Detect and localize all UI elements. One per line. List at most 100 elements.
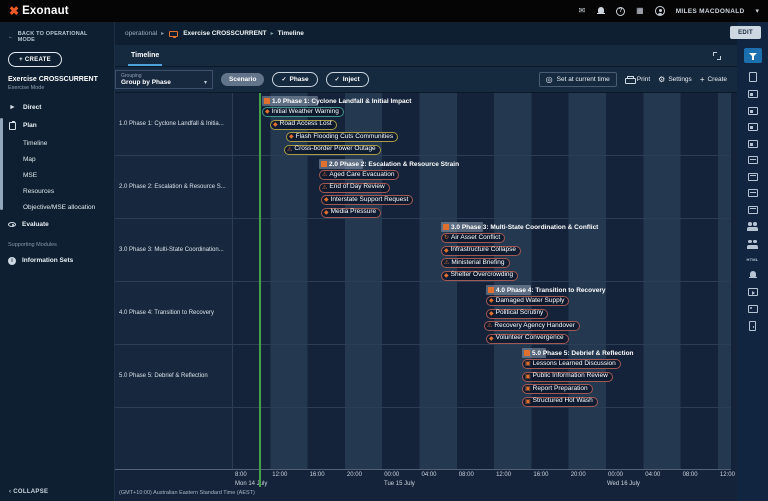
breadcrumb-timeline[interactable]: Timeline [277,30,304,37]
message-icon[interactable]: ✉ [578,6,586,15]
card-icon-1[interactable] [747,90,758,98]
timeline-row: 2.0 Phase 2: Escalation & Resource S... 2… [115,156,731,219]
notifications-icon[interactable] [596,6,605,16]
time-axis: (GMT+10:00) Australian Eastern Standard … [115,469,735,501]
help-icon[interactable]: ? [616,6,626,16]
media-icon[interactable] [747,288,758,296]
sidebar-item-map[interactable]: Map [23,155,36,163]
filter-inject[interactable]: ✓ Inject [325,72,369,87]
tray-icon-3[interactable] [747,189,758,197]
breadcrumb-exercise[interactable]: Exercise CROSSCURRENT [183,30,267,37]
filter-scenario[interactable]: Scenario [221,73,265,86]
sidebar-item-direct[interactable]: ► Direct [9,103,42,111]
document-icon[interactable] [748,71,757,82]
tray-icon-2[interactable] [747,172,758,181]
timeline-row: 3.0 Phase 3: Multi-State Coordination...… [115,219,731,282]
exit-icon[interactable] [749,321,756,331]
doc-icon: ▣ [525,386,531,392]
inject-pill[interactable]: ◆ Infrastructure Collapse [441,245,522,256]
chevron-right-icon: ▸ [161,31,165,37]
sidebar-item-resources[interactable]: Resources [23,187,55,195]
inject-pill[interactable]: ▣ Report Preparation [522,384,593,394]
row-plot: 3.0 Phase 3: Multi-State Coordination & … [233,219,731,281]
back-to-operational-mode[interactable]: ← BACK TO OPERATIONAL MODE [8,31,88,43]
users-icon-2[interactable] [747,239,758,249]
phase-bar[interactable]: 2.0 Phase 2: Escalation & Resource Strai… [319,159,462,169]
inject-pill[interactable]: ◆ Volunteer Convergence [486,333,569,344]
bell-icon[interactable] [748,270,757,280]
diamond-icon: ◆ [489,310,494,317]
filter-icon [748,52,757,61]
card-icon-4[interactable] [747,139,758,148]
fullscreen-icon[interactable] [713,52,721,60]
exercise-monitor-icon [169,30,179,38]
timeline-toolbar: Grouping Group by Phase ▾ Scenario ✓ Pha… [115,67,737,92]
timeline-row: 5.0 Phase 5: Debrief & Reflection 5.0 Pha… [115,345,731,408]
axis-tick-label: 04:00 [421,472,437,478]
logo-text: Exonaut [22,5,69,17]
edit-button[interactable]: EDIT [730,26,761,39]
axis-tick-label: 00:00 [384,472,400,478]
timeline-rows: 1.0 Phase 1: Cyclone Landfall & Initia..… [115,93,731,408]
inject-pill[interactable]: ◆ Shelter Overcrowding [441,270,519,281]
phase-bar[interactable]: 5.0 Phase 5: Debrief & Reflection [522,348,637,358]
create-button[interactable]: + CREATE [8,52,62,67]
card-icon-2[interactable] [747,106,758,115]
info-icon: i [8,256,16,265]
sidebar-item-information-sets[interactable]: i Information Sets [0,251,114,270]
inject-pill[interactable]: ⚠ End of Day Review [319,182,390,193]
inject-pill[interactable]: ◆ Initial Weather Warning [262,107,344,117]
target-icon: ◎ [545,74,553,84]
inject-pill[interactable]: ⚠ Recovery Agency Handover [484,321,580,331]
card-icon-3[interactable] [747,123,758,131]
phase-icon [264,98,270,104]
tab-timeline[interactable]: Timeline [128,52,163,66]
phase-bar[interactable]: 4.0 Phase 4: Transition to Recovery [486,285,608,295]
diamond-icon: ◆ [324,209,329,216]
sidebar-item-timeline[interactable]: Timeline [23,139,48,147]
phase-bar[interactable]: 1.0 Phase 1: Cyclone Landfall & Initial … [262,96,414,106]
arrow-left-icon: ← [8,34,14,40]
phase-bar[interactable]: 3.0 Phase 3: Multi-State Coordination & … [441,222,601,232]
image-icon[interactable] [747,304,758,313]
grouping-dropdown[interactable]: Grouping Group by Phase ▾ [115,69,213,90]
inject-pill[interactable]: ▣ Structured Hot Wash [522,396,598,407]
rail-active-button[interactable] [743,48,762,63]
inject-pill[interactable]: ⚠ Ministerial Briefing [441,258,510,268]
avatar[interactable] [654,6,665,16]
sidebar-item-plan[interactable]: Plan [0,116,114,135]
filter-phase[interactable]: ✓ Phase [272,72,318,87]
user-name[interactable]: MILES MACDONALD [675,7,745,15]
phase-icon [488,287,494,293]
create-inject-button[interactable]: + Create [699,74,727,84]
inject-pill[interactable]: ◆ Flash Flooding Cuts Communities [286,132,399,142]
inject-pill[interactable]: ◆ Media Pressure [321,207,382,218]
inject-pill[interactable]: ↻ Air Asset Conflict [441,233,506,243]
warning-icon: ⚠ [287,146,293,153]
grouping-label: Grouping [121,72,142,79]
inject-pill[interactable]: ▣ Lessons Learned Discussion [522,359,621,369]
sidebar-item-objective-mse-allocation[interactable]: Objective/MSE allocation [23,203,96,211]
inject-pill[interactable]: ⚠ Aged Care Evacuation [319,170,400,180]
timeline-chart: 1.0 Phase 1: Cyclone Landfall & Initia..… [115,92,737,501]
breadcrumb-operational[interactable]: operational [125,30,158,37]
user-menu-chevron-icon[interactable]: ▾ [755,8,759,15]
row-plot: 5.0 Phase 5: Debrief & Reflection ▣ Lesson… [233,345,731,407]
inject-pill[interactable]: ◆ Political Scrutiny [486,308,549,319]
inject-pill[interactable]: ◆ Interstate Support Request [321,195,414,205]
tray-icon-1[interactable] [747,156,758,164]
inject-pill[interactable]: ◆ Road Access Lost [270,119,337,130]
inject-pill[interactable]: ◆ Damaged Water Supply [486,296,570,306]
collapse-sidebar-button[interactable]: ‹ COLLAPSE [9,489,49,495]
set-at-current-time-button[interactable]: ◎ Set at current time [538,72,617,87]
html-icon[interactable]: HTML [746,257,759,262]
inject-pill[interactable]: ⚠ Cross-border Power Outage [284,144,381,155]
users-icon-1[interactable] [747,222,758,231]
apps-icon[interactable]: ▦ [636,6,644,15]
print-button[interactable]: Print [624,75,650,84]
sidebar-item-mse[interactable]: MSE [23,171,38,179]
inject-pill[interactable]: ▣ Public Information Review [522,371,613,382]
settings-button[interactable]: ⚙ Settings [658,74,692,84]
sidebar-item-evaluate[interactable]: Evaluate [0,215,114,233]
tray-icon-4[interactable] [747,205,758,214]
